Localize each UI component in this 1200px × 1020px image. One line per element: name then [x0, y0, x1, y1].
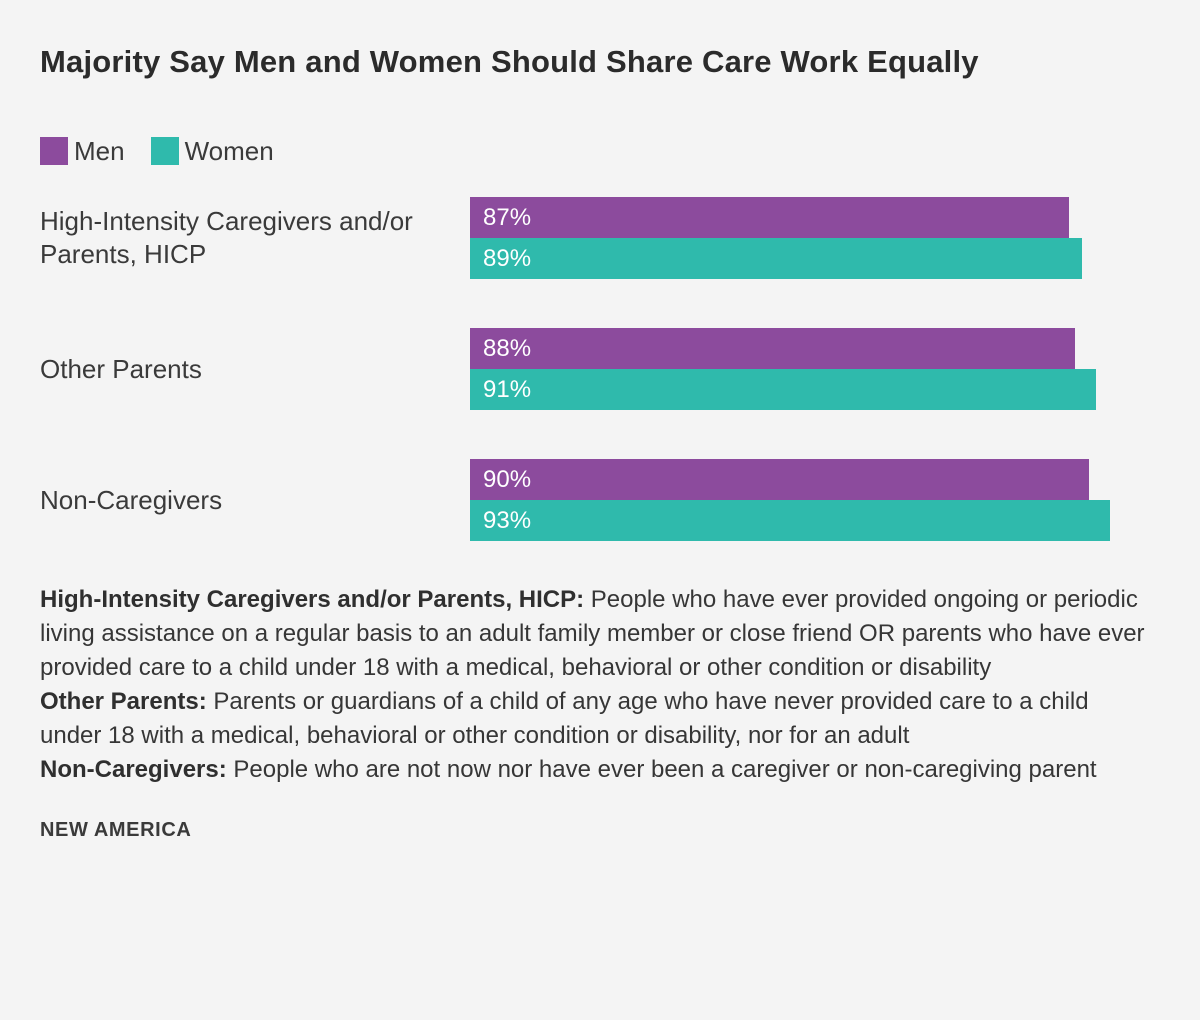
bar-group: 88% 91% [470, 328, 1158, 410]
note-non-caregivers: Non-Caregivers: People who are not now n… [40, 753, 1155, 787]
legend-label-men: Men [74, 135, 125, 166]
legend-label-women: Women [184, 135, 274, 166]
note-non-caregivers-term: Non-Caregivers: [40, 756, 227, 783]
bar-group: 90% 93% [470, 459, 1158, 541]
category-label: Other Parents [40, 353, 202, 384]
legend-item-women: Women [150, 135, 274, 167]
bar-chart: High-Intensity Caregivers and/or Parents… [40, 197, 1160, 541]
chart-card: Majority Say Men and Women Should Share … [40, 44, 1160, 841]
legend-swatch-women-icon [150, 137, 179, 165]
bar-value-label: 88% [483, 334, 532, 362]
category-label: High-Intensity Caregivers and/or Parents… [40, 206, 413, 269]
note-other-parents-term: Other Parents: [40, 688, 207, 715]
bar-value-label: 87% [483, 203, 532, 231]
chart-row: High-Intensity Caregivers and/or Parents… [40, 197, 1160, 279]
bar-men: 88% [470, 328, 1076, 369]
chart-title: Majority Say Men and Women Should Share … [40, 44, 979, 79]
bar-value-label: 90% [483, 465, 532, 493]
chart-row: Other Parents 88% 91% [40, 328, 1160, 410]
legend-swatch-men-icon [40, 137, 68, 165]
bar-men: 87% [470, 197, 1069, 238]
notes-block: High-Intensity Caregivers and/or Parents… [40, 583, 1155, 787]
bar-value-label: 89% [483, 244, 532, 272]
legend: Men Women [40, 135, 1160, 167]
note-hicp-definition: People who have ever provided ongoing or… [40, 586, 1145, 681]
bar-women: 91% [470, 369, 1097, 410]
note-hicp: High-Intensity Caregivers and/or Parents… [40, 583, 1155, 685]
note-hicp-term: High-Intensity Caregivers and/or Parents… [40, 586, 585, 613]
bar-group: 87% 89% [470, 197, 1158, 279]
bar-women: 93% [470, 500, 1110, 541]
note-non-caregivers-definition: People who are not now nor have ever bee… [226, 756, 1097, 783]
bar-men: 90% [470, 459, 1090, 500]
category-label: Non-Caregivers [40, 484, 223, 515]
bar-women: 89% [470, 238, 1083, 279]
source-label: NEW AMERICA [40, 819, 192, 841]
note-other-parents-definition: Parents or guardians of a child of any a… [40, 688, 1089, 749]
chart-row: Non-Caregivers 90% 93% [40, 459, 1160, 541]
bar-value-label: 93% [483, 506, 532, 534]
note-other-parents: Other Parents: Parents or guardians of a… [40, 685, 1155, 753]
legend-item-men: Men [40, 136, 125, 167]
bar-value-label: 91% [483, 375, 532, 403]
